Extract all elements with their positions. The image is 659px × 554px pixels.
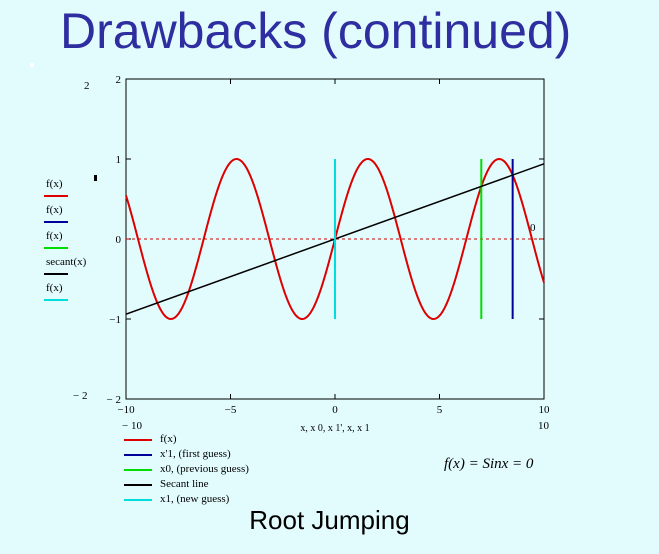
slide-caption: Root Jumping bbox=[249, 505, 410, 535]
outside-x-right-label: 10 bbox=[538, 420, 549, 432]
y-tick-label: −1 bbox=[109, 314, 121, 326]
formula-rhs: Sinx = 0 bbox=[482, 456, 534, 472]
left-legend-label: f(x) bbox=[46, 178, 63, 190]
x-tick-label: −10 bbox=[117, 404, 135, 416]
x-tick-label: 5 bbox=[437, 404, 443, 416]
bottom-legend-swatch bbox=[124, 439, 152, 441]
left-legend-label: f(x) bbox=[46, 204, 63, 216]
outside-y-top-label: 2 bbox=[84, 80, 90, 92]
left-legend-label: secant(x) bbox=[46, 256, 87, 268]
x-axis-label: x, x 0, x 1', x, x 1 bbox=[300, 423, 369, 434]
bottom-legend-swatch bbox=[124, 454, 152, 456]
left-legend-label: f(x) bbox=[46, 230, 63, 242]
y-tick-label: − 2 bbox=[107, 394, 121, 406]
y-tick-label: 0 bbox=[116, 234, 122, 246]
x-tick-label: 10 bbox=[539, 404, 551, 416]
left-legend-swatch bbox=[44, 273, 68, 275]
x-tick-label: −5 bbox=[225, 404, 237, 416]
bottom-legend-label: x0, (previous guess) bbox=[160, 463, 249, 475]
left-legend-label: f(x) bbox=[46, 282, 63, 294]
bottom-legend-swatch bbox=[124, 469, 152, 471]
outside-y-bottom-label: − 2 bbox=[73, 390, 88, 402]
formula-lhs: f(x) = bbox=[444, 456, 483, 472]
cursor-marker bbox=[94, 175, 97, 181]
right-zero-label: 0 bbox=[530, 222, 536, 234]
left-legend-swatch bbox=[44, 299, 68, 301]
bottom-legend-label: Secant line bbox=[160, 478, 209, 490]
outside-x-left-label: − 10 bbox=[122, 420, 142, 432]
left-legend-swatch bbox=[44, 221, 68, 223]
bottom-legend-label: x1, (new guess) bbox=[160, 493, 230, 505]
slide-title: Drawbacks (continued) bbox=[60, 3, 572, 59]
bullet-dot bbox=[30, 63, 34, 67]
formula: f(x) = Sinx = 0 bbox=[444, 456, 533, 473]
left-legend-swatch bbox=[44, 247, 68, 249]
bottom-legend-swatch bbox=[124, 484, 152, 486]
left-legend-swatch bbox=[44, 195, 68, 197]
bottom-legend-label: x'1, (first guess) bbox=[160, 448, 231, 460]
bottom-legend-label: f(x) bbox=[160, 433, 177, 445]
y-tick-label: 2 bbox=[116, 74, 122, 86]
x-tick-label: 0 bbox=[332, 404, 338, 416]
bottom-legend-swatch bbox=[124, 499, 152, 501]
y-tick-label: 1 bbox=[116, 154, 122, 166]
